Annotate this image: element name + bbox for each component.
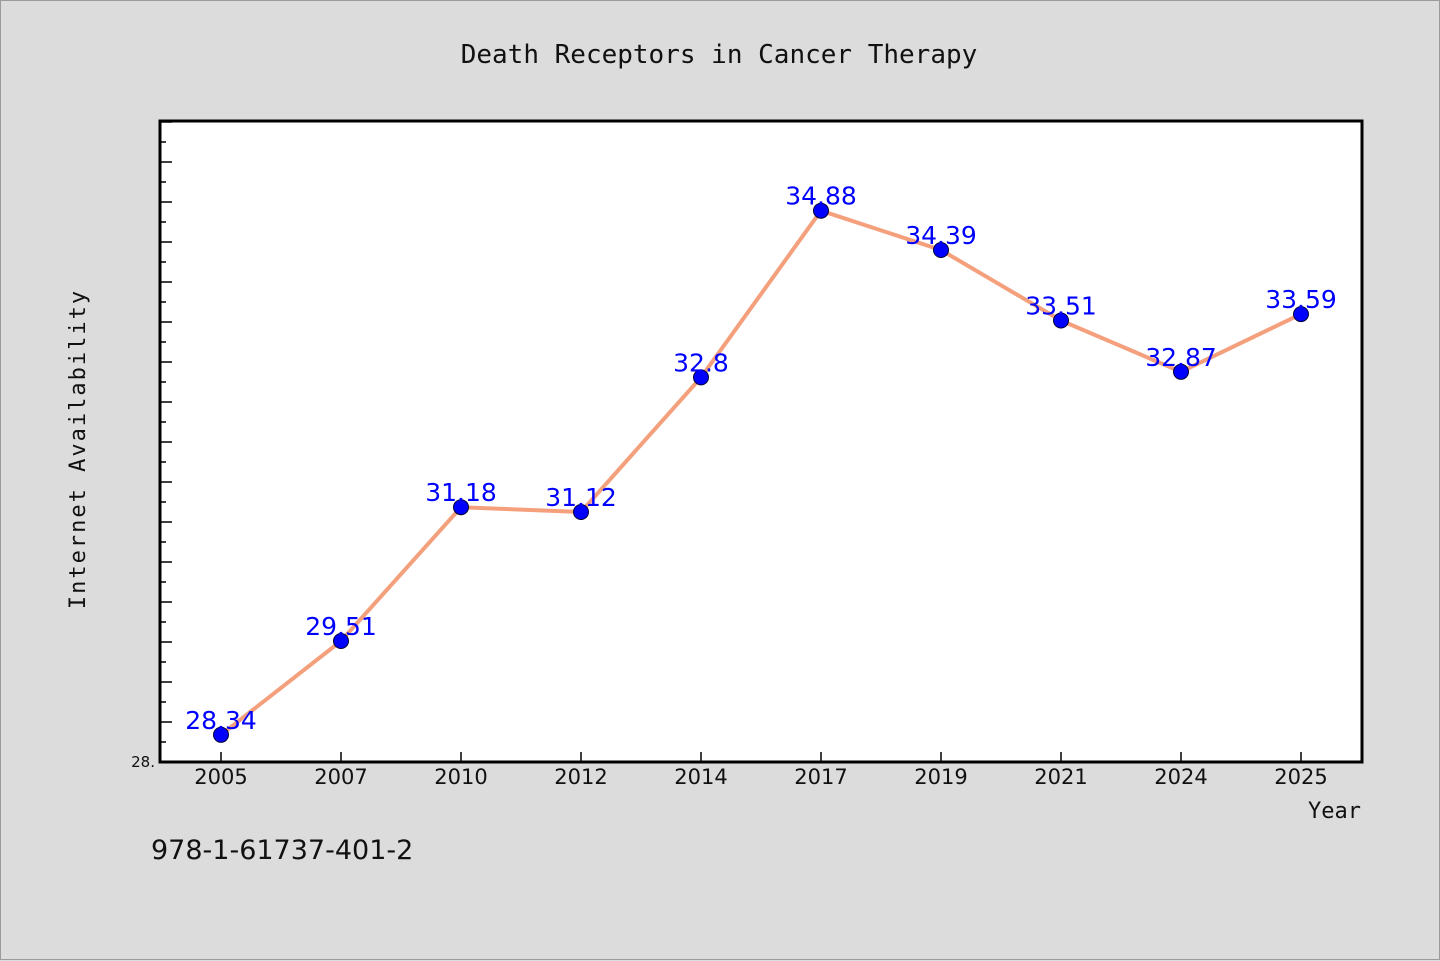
- chart-title: Death Receptors in Cancer Therapy: [461, 40, 978, 70]
- data-label: 28.34: [185, 706, 257, 735]
- x-axis-label: Year: [1308, 799, 1361, 824]
- isbn-code: 978-1-61737-401-2: [151, 835, 414, 866]
- data-label: 31.18: [425, 478, 497, 507]
- data-point: [1293, 306, 1309, 323]
- x-tick-label: 2014: [674, 765, 727, 789]
- y-axis-label: Internet Availability: [66, 289, 91, 609]
- x-tick-label: 2012: [554, 765, 607, 789]
- x-axis-ticks: 2005 2007 2010 2012 2014 2017 2019 2021 2024 2025: [194, 752, 1328, 789]
- data-point: [1173, 363, 1189, 380]
- data-label: 34.39: [905, 221, 977, 250]
- x-tick-label: 2019: [914, 765, 967, 789]
- x-tick-label: 2025: [1274, 765, 1327, 789]
- data-label: 34.88: [785, 182, 857, 211]
- data-label-group: 28.34 29.51 31.18 31.12 32.8 34.88 34.39 33.51 3…: [185, 182, 1337, 735]
- data-label: 33.59: [1265, 285, 1337, 314]
- data-point: [333, 633, 349, 649]
- x-tick-label: 2010: [434, 765, 487, 789]
- data-label: 32.8: [673, 348, 729, 377]
- data-point: [213, 726, 229, 743]
- data-point: [933, 242, 949, 258]
- x-tick-label: 2024: [1154, 765, 1207, 789]
- data-point: [693, 369, 709, 386]
- data-point: [1053, 312, 1069, 329]
- data-label: 33.51: [1025, 292, 1097, 321]
- x-tick-label: 2007: [314, 765, 367, 789]
- data-label: 32.87: [1145, 343, 1217, 372]
- x-tick-label: 2005: [194, 765, 247, 789]
- data-point: [573, 504, 589, 520]
- series-group: [213, 202, 1309, 743]
- data-label: 29.51: [305, 612, 377, 641]
- series-line: [219, 208, 1303, 737]
- x-tick-label: 2017: [794, 765, 847, 789]
- y-tick-label: 28.: [131, 753, 155, 771]
- plot-area: [158, 119, 1364, 764]
- x-tick-label: 2021: [1034, 765, 1087, 789]
- data-point: [813, 202, 829, 219]
- data-label: 31.12: [545, 483, 617, 512]
- y-axis-ticks: 28.: [131, 121, 172, 771]
- data-point: [453, 499, 469, 516]
